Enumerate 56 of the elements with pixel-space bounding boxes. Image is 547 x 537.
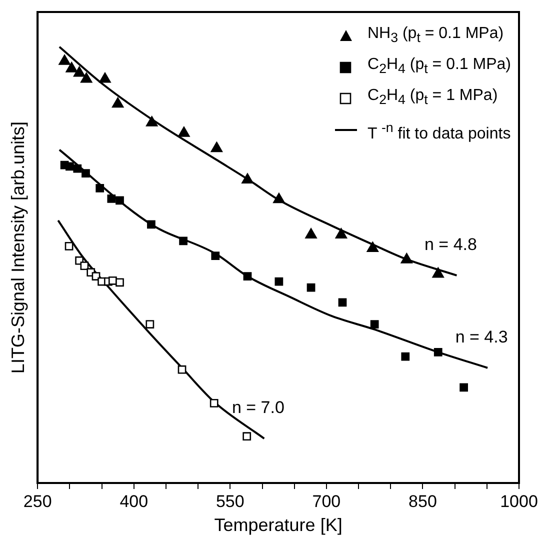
point: [401, 352, 410, 361]
point: [370, 320, 379, 328]
legend-label: T $^{-n}$ fit to data points: [368, 118, 511, 144]
point: [210, 142, 223, 152]
point: [99, 72, 111, 83]
point: [107, 194, 116, 203]
annotation: n = 7.0: [232, 398, 284, 418]
point: [66, 62, 78, 72]
point: [179, 236, 188, 246]
point: [80, 72, 92, 83]
x-tick-label: 400: [120, 492, 148, 511]
point: [178, 126, 190, 137]
point: [108, 276, 117, 285]
x-tick-label: 550: [216, 492, 244, 511]
point: [116, 196, 124, 205]
point: [306, 283, 316, 292]
point: [112, 97, 124, 108]
point: [400, 253, 413, 264]
x-tick-label: 850: [408, 492, 437, 511]
legend-label: C$_{2}$H$_{4}$ (p$_{t}$ = 1 MPa): [368, 86, 498, 110]
point: [116, 278, 124, 287]
point: [210, 399, 218, 408]
point: [211, 252, 220, 260]
point: [243, 272, 252, 280]
point: [274, 277, 284, 286]
annotation: n = 4.8: [424, 235, 477, 254]
point: [147, 220, 156, 229]
point: [273, 192, 285, 204]
point: [80, 262, 89, 270]
x-axis-title: Temperature [K]: [214, 515, 342, 536]
point: [338, 298, 347, 307]
legend-label: C$_{2}$H$_{4}$ (p$_{t}$ = 0.1 MPa): [368, 55, 511, 78]
x-tick-label: 700: [312, 492, 341, 511]
point: [146, 320, 154, 328]
point: [242, 173, 254, 184]
point: [146, 116, 158, 126]
point: [66, 162, 74, 171]
x-tick-label: 250: [23, 492, 52, 511]
x-tick-label: 1000: [500, 492, 538, 511]
point: [305, 228, 317, 239]
point: [460, 383, 468, 392]
point: [64, 242, 74, 250]
y-axis-title: LITG-Signal Intensity [arb.units]: [8, 121, 28, 374]
annotation: n = 4.3: [455, 328, 508, 347]
point: [434, 348, 442, 356]
legend-label: NH$_{3}$ (p$_{t}$ = 0.1 MPa): [368, 24, 504, 48]
point: [73, 66, 86, 77]
point: [335, 228, 348, 239]
point: [366, 242, 378, 252]
point: [242, 432, 252, 441]
point: [73, 164, 82, 173]
point: [58, 54, 70, 65]
point: [82, 169, 90, 178]
point: [178, 365, 186, 374]
point: [432, 267, 444, 278]
point: [96, 184, 104, 192]
